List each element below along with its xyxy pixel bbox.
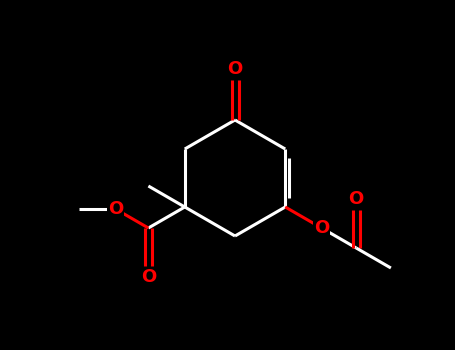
Text: O: O [314, 219, 329, 237]
Text: O: O [141, 268, 156, 286]
Text: O: O [349, 190, 364, 208]
Text: O: O [108, 200, 123, 218]
Text: O: O [228, 60, 243, 78]
